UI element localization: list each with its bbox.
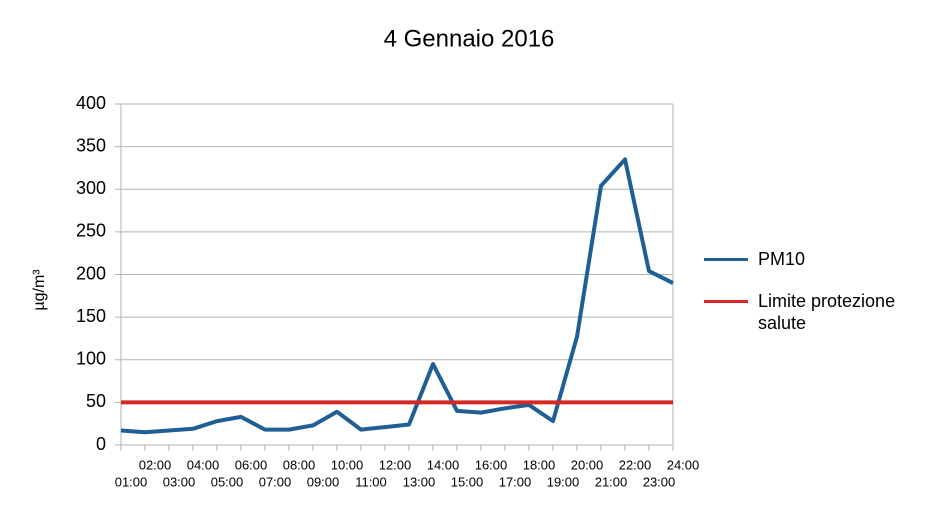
series-line: [120, 157, 674, 435]
x-tick-label: 19:00: [547, 474, 580, 489]
x-tick-label: 11:00: [355, 474, 387, 489]
x-tick-label: 21:00: [595, 474, 628, 489]
x-tick-label: 02:00: [139, 457, 172, 472]
legend-item: Limite protezione salute: [704, 290, 928, 334]
x-tick-label: 16:00: [475, 457, 508, 472]
x-tick-label: 04:00: [187, 457, 220, 472]
x-tick-label: 10:00: [331, 457, 364, 472]
y-tick-label: 150: [76, 306, 106, 326]
y-tick-label: 200: [76, 263, 106, 283]
x-tick-label: 09:00: [307, 474, 340, 489]
x-tick-label: 07:00: [259, 474, 292, 489]
legend-label: PM10: [758, 249, 806, 269]
x-tick-label: 20:00: [571, 457, 604, 472]
x-tick-label: 23:00: [643, 474, 676, 489]
x-tick-label: 03:00: [163, 474, 196, 489]
legend-item: PM10: [704, 248, 928, 270]
x-tick-label: 06:00: [235, 457, 268, 472]
y-tick-label: 100: [76, 349, 106, 369]
y-tick-label: 300: [76, 178, 106, 198]
x-tick-label: 13:00: [403, 474, 436, 489]
x-tick-label: 14:00: [427, 457, 460, 472]
y-tick-label: 250: [76, 221, 106, 241]
y-axis-label: µg/m³: [31, 269, 48, 311]
legend-swatch: [704, 300, 748, 303]
x-tick-label: 18:00: [523, 457, 556, 472]
x-tick-label: 17:00: [499, 474, 532, 489]
y-tick-label: 50: [86, 391, 106, 411]
legend-label: Limite protezione salute: [758, 291, 896, 333]
y-tick-label: 0: [96, 434, 106, 454]
x-tick-label: 15:00: [451, 474, 484, 489]
legend-swatch: [704, 258, 748, 261]
x-tick-label: 08:00: [283, 457, 316, 472]
x-tick-label: 05:00: [211, 474, 244, 489]
x-tick-label: 01:00: [115, 474, 148, 489]
x-tick-label: 24:00: [667, 457, 700, 472]
y-tick-label: 400: [76, 93, 106, 113]
y-tick-label: 350: [76, 135, 106, 155]
x-tick-label: 12:00: [379, 457, 412, 472]
chart-title: 4 Gennaio 2016: [384, 25, 555, 52]
x-tick-label: 22:00: [619, 457, 652, 472]
